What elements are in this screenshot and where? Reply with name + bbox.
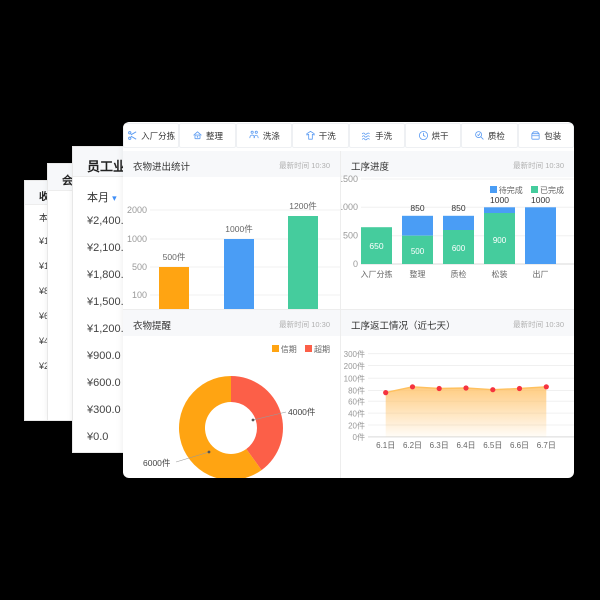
svg-text:4000件: 4000件 [288, 407, 316, 417]
svg-text:入厂分拣: 入厂分拣 [361, 269, 393, 279]
svg-text:6.2日: 6.2日 [403, 441, 422, 450]
svg-text:1000件: 1000件 [225, 224, 253, 234]
svg-text:20件: 20件 [348, 421, 365, 431]
svg-text:0件: 0件 [353, 432, 365, 442]
svg-text:6.5日: 6.5日 [483, 441, 502, 450]
svg-text:6.3日: 6.3日 [430, 441, 449, 450]
svg-text:松装: 松装 [492, 269, 508, 279]
svg-text:900: 900 [493, 236, 507, 245]
svg-text:500件: 500件 [163, 252, 186, 262]
svg-text:850: 850 [451, 203, 465, 213]
svg-text:500: 500 [132, 262, 147, 272]
svg-text:850: 850 [410, 203, 424, 213]
svg-text:80件: 80件 [348, 386, 365, 396]
svg-text:2000: 2000 [127, 205, 147, 215]
svg-text:1500: 1500 [341, 174, 358, 184]
svg-text:200件: 200件 [344, 361, 365, 371]
svg-text:650: 650 [369, 241, 383, 251]
svg-text:300件: 300件 [344, 349, 365, 359]
svg-text:1000: 1000 [127, 234, 147, 244]
svg-text:6.7日: 6.7日 [537, 441, 556, 450]
svg-text:整理: 整理 [410, 269, 426, 279]
svg-text:6.1日: 6.1日 [376, 441, 395, 450]
svg-text:6.4日: 6.4日 [456, 441, 475, 450]
svg-text:600: 600 [452, 244, 466, 253]
svg-text:0: 0 [353, 259, 358, 269]
svg-text:1000: 1000 [531, 195, 550, 205]
svg-text:500: 500 [411, 247, 425, 256]
svg-text:1000: 1000 [341, 202, 358, 212]
svg-text:质检: 质检 [451, 269, 467, 279]
svg-text:100件: 100件 [344, 374, 365, 384]
svg-text:1200件: 1200件 [289, 201, 317, 211]
svg-text:500: 500 [343, 231, 358, 241]
svg-text:6000件: 6000件 [143, 458, 171, 468]
svg-text:6.6日: 6.6日 [510, 441, 529, 450]
svg-text:100: 100 [132, 290, 147, 300]
svg-text:40件: 40件 [348, 409, 365, 419]
svg-text:出厂: 出厂 [533, 269, 549, 279]
svg-text:1000: 1000 [490, 195, 509, 205]
svg-text:60件: 60件 [348, 397, 365, 407]
